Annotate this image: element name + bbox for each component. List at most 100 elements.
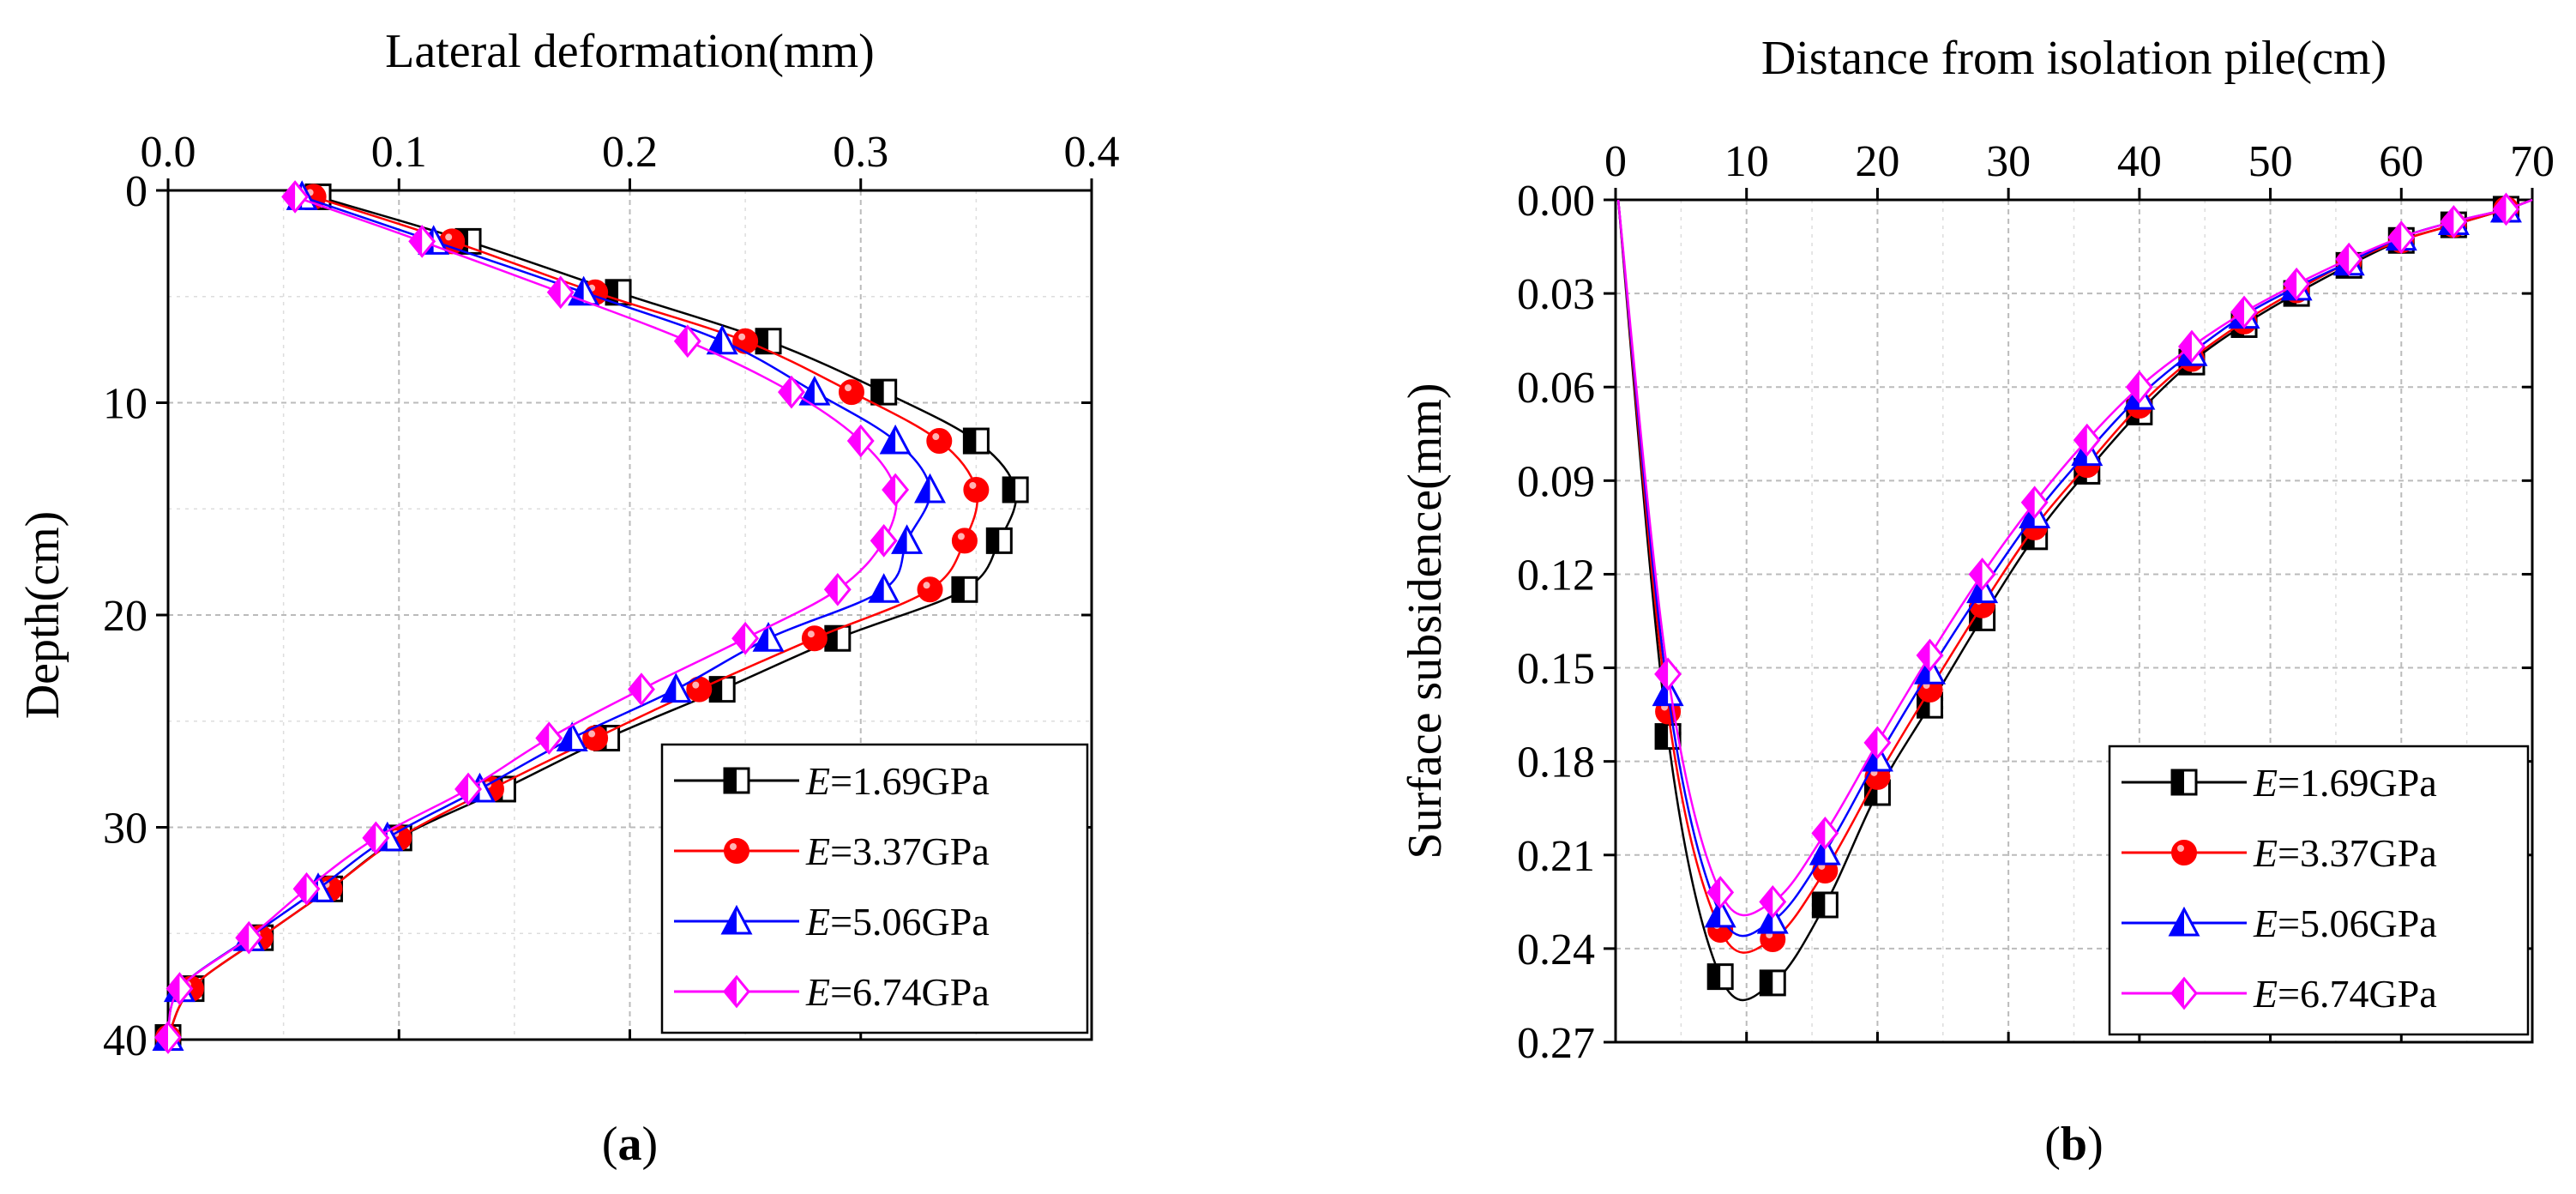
x-tick-label: 60 — [2379, 137, 2423, 186]
x-tick-label: 10 — [1724, 137, 1769, 186]
data-point — [1811, 816, 1839, 850]
y-tick-label: 40 — [103, 1016, 147, 1065]
data-point — [801, 625, 828, 652]
y-tick-label: 0.18 — [1517, 739, 1595, 787]
legend-label: E=3.37GPa — [805, 829, 990, 873]
legend: E=1.69GPa E=3.37GPa E=5.06GPa E=6.74GPa — [2108, 745, 2530, 1036]
y-tick-label: 0.03 — [1517, 270, 1595, 319]
x-tick-label: 0.4 — [1064, 128, 1120, 177]
data-point — [951, 576, 978, 603]
legend-item-3: E=5.06GPa — [2122, 902, 2437, 945]
legend-marker — [723, 974, 750, 1009]
data-point — [951, 528, 978, 554]
data-point — [292, 871, 321, 906]
y-tick-label: 0.15 — [1517, 645, 1595, 694]
x-tick-label: 40 — [2117, 137, 2162, 186]
data-point — [628, 672, 655, 706]
data-point — [891, 524, 924, 554]
legend-item-4: E=6.74GPa — [674, 970, 990, 1014]
data-point — [732, 328, 759, 354]
data-point — [673, 324, 701, 359]
data-point — [879, 424, 912, 455]
data-point — [582, 725, 609, 751]
data-point — [235, 920, 263, 955]
data-point — [1968, 558, 1996, 591]
data-point — [2440, 205, 2468, 238]
legend-item-2: E=3.37GPa — [674, 829, 990, 873]
x-axis-title: Lateral deformation(mm) — [385, 25, 875, 78]
legend-label: E=5.06GPa — [805, 900, 990, 944]
data-point — [1916, 638, 1944, 672]
x-tick-label: 70 — [2510, 137, 2555, 186]
data-point — [2230, 295, 2258, 329]
legend-marker — [2168, 906, 2200, 937]
x-tick-label: 0.2 — [602, 128, 658, 177]
data-point — [926, 428, 953, 455]
y-tick-label: 0.21 — [1517, 832, 1595, 881]
y-tick-label: 0.24 — [1517, 926, 1595, 974]
data-point — [1654, 657, 1682, 691]
data-point — [2492, 192, 2520, 226]
legend-marker — [723, 767, 750, 794]
data-point — [2020, 485, 2049, 520]
y-tick-label: 0.12 — [1517, 551, 1595, 600]
panel-label: (b) — [2044, 1118, 2103, 1171]
chart-panel-a: 0.0 0.1 0.2 0.3 0.4 0 10 20 30 40 Lateral deformat… — [16, 25, 1120, 1171]
legend: E=1.69GPa E=3.37GPa E=5.06GPa E=6.74GPa — [660, 743, 1089, 1034]
y-tick-label: 0.06 — [1517, 364, 1595, 413]
data-point — [917, 576, 943, 603]
data-point — [1706, 963, 1734, 991]
legend-item-1: E=1.69GPa — [674, 759, 990, 803]
x-tick-label: 0.3 — [833, 128, 888, 177]
data-point — [1811, 891, 1839, 919]
data-point — [154, 1021, 182, 1054]
data-point — [535, 721, 563, 755]
data-point — [2387, 220, 2416, 255]
data-point — [1652, 676, 1684, 707]
legend-marker — [720, 904, 753, 935]
data-point — [1002, 476, 1029, 504]
legend-item-4: E=6.74GPa — [2122, 972, 2437, 1016]
x-tick-label: 0.1 — [371, 128, 427, 177]
series-line — [166, 196, 931, 1038]
data-point — [778, 375, 805, 409]
data-point — [798, 375, 831, 406]
data-point — [454, 772, 482, 806]
y-tick-label: 0.27 — [1517, 1019, 1595, 1068]
data-point — [1759, 884, 1787, 919]
data-point — [659, 672, 692, 703]
data-point — [281, 180, 310, 214]
legend-label: E=1.69GPa — [2253, 761, 2437, 805]
legend-marker — [724, 838, 749, 864]
legend-marker — [2170, 976, 2198, 1010]
data-point — [556, 721, 588, 752]
x-tick-label: 0.0 — [141, 128, 196, 177]
y-axis-title: Surface subsidence(mm) — [1399, 383, 1452, 859]
data-point — [1863, 726, 1892, 760]
y-tick-label: 20 — [103, 592, 147, 641]
data-point — [2283, 267, 2311, 301]
data-point — [868, 573, 900, 603]
data-point — [2073, 423, 2101, 457]
data-point — [870, 524, 898, 558]
data-point — [731, 621, 760, 655]
x-tick-label: 0 — [1604, 137, 1627, 186]
chart-panel-b: 0 10 20 30 40 50 60 70 0.00 0.03 0.06 0.09 0.12 0.15 0… — [1399, 32, 2555, 1171]
y-tick-label: 10 — [103, 380, 147, 429]
data-point — [1759, 969, 1786, 997]
data-point — [870, 378, 898, 406]
y-tick-label: 0.09 — [1517, 457, 1595, 506]
data-point — [838, 379, 864, 406]
data-point — [2335, 242, 2363, 276]
data-point — [1704, 897, 1736, 928]
data-point — [882, 473, 910, 507]
y-tick-label: 0 — [125, 167, 147, 216]
panel-label: (a) — [602, 1118, 658, 1171]
data-point — [963, 476, 990, 503]
legend-label: E=5.06GPa — [2253, 902, 2437, 945]
legend-marker — [2170, 769, 2198, 796]
x-axis-title: Distance from isolation pile(cm) — [1761, 32, 2386, 85]
data-point — [985, 527, 1013, 554]
y-axis-title: Depth(cm) — [16, 511, 69, 720]
